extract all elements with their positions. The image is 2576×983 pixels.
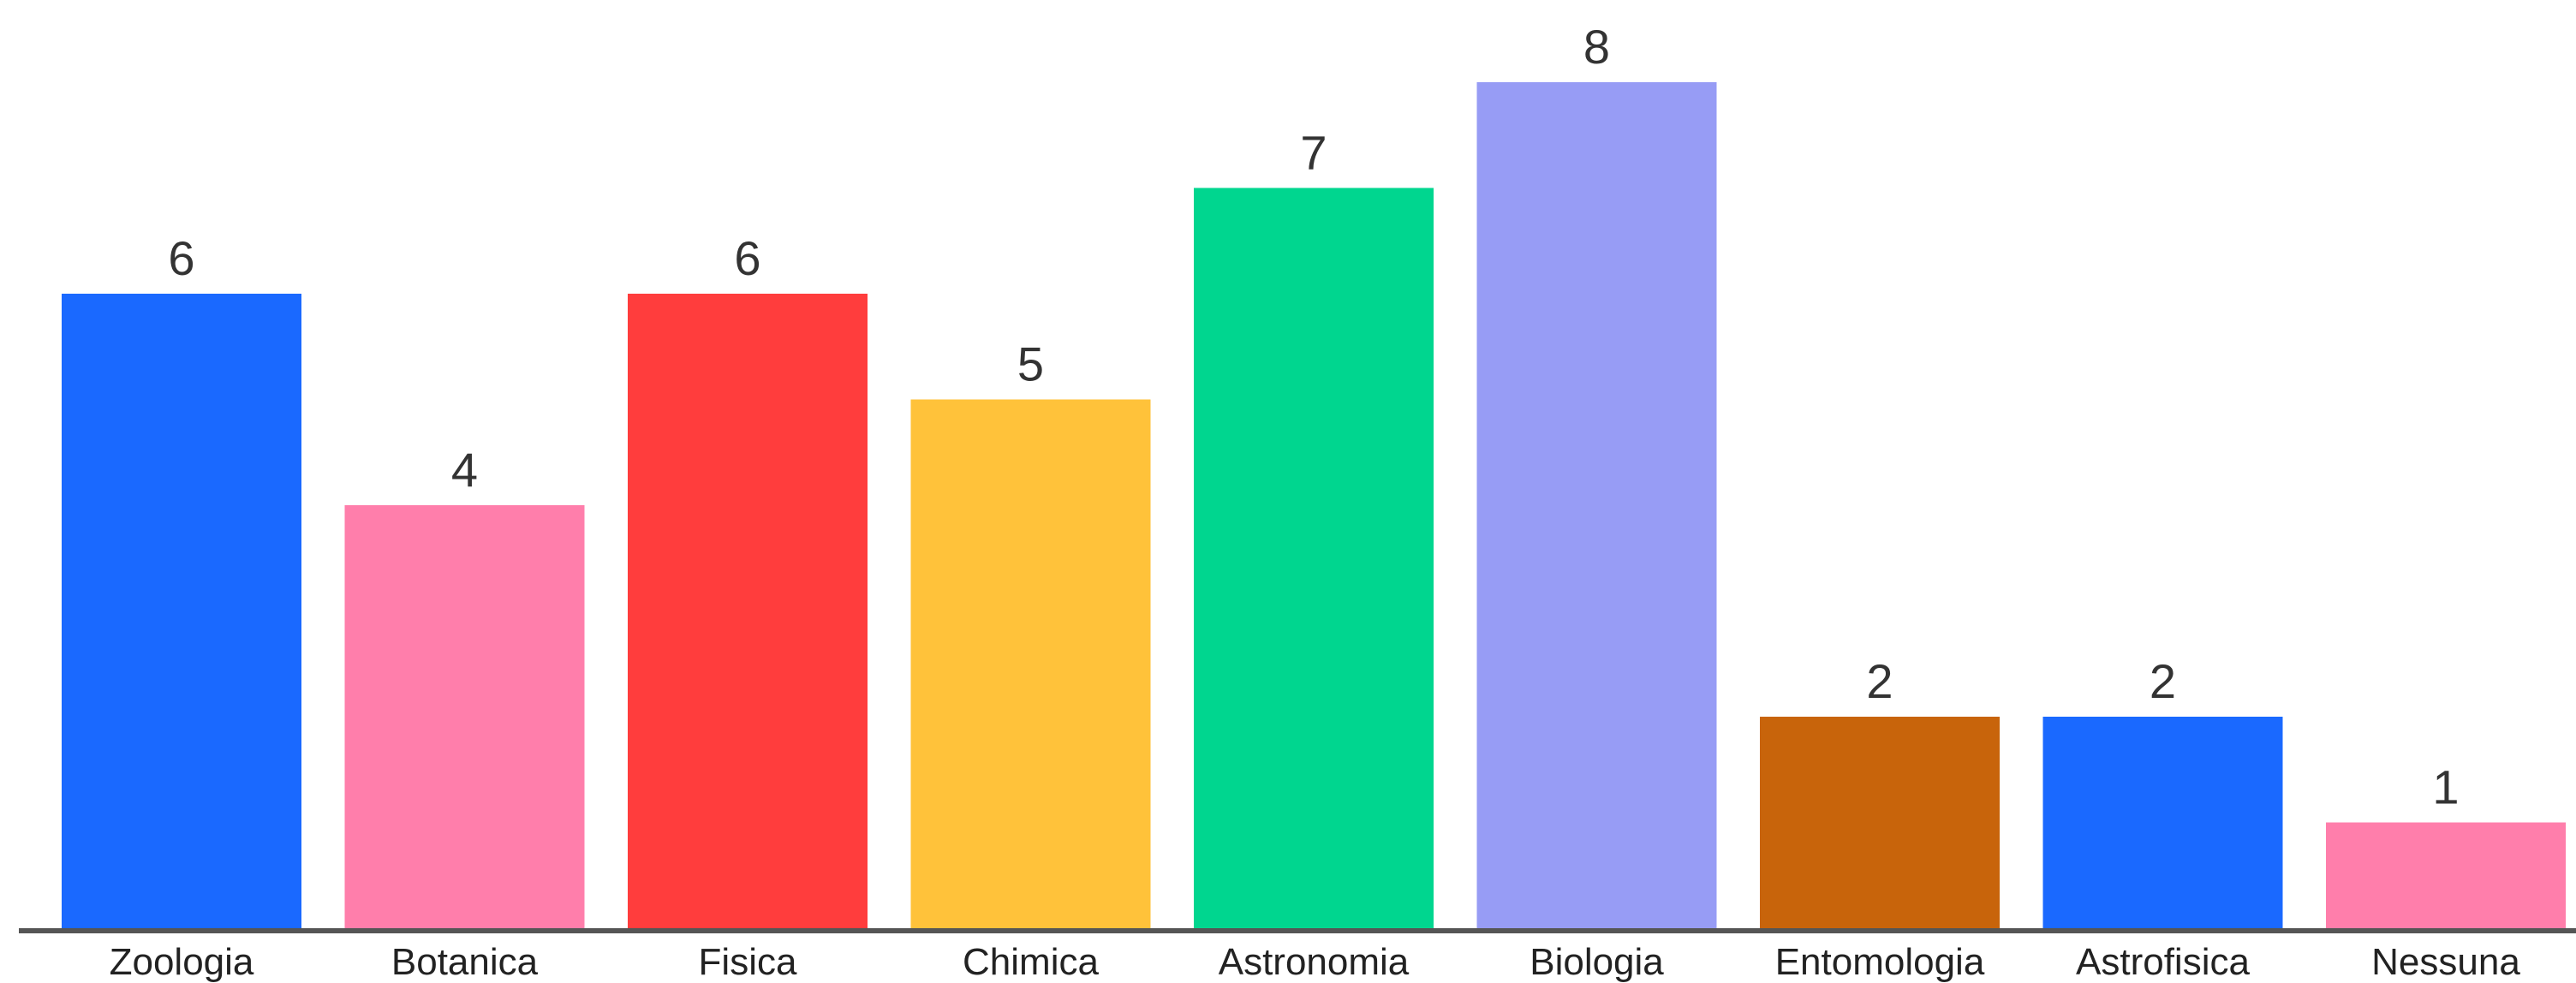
- tick-label-astrofisica: Astrofisica: [2076, 941, 2250, 983]
- tick-label-fisica: Fisica: [699, 941, 797, 983]
- x-tick-labels-group: Zoologia Botanica Fisica Chimica Astronomia B…: [110, 941, 2521, 983]
- bar-botanica: [344, 505, 585, 928]
- bars-group: [62, 82, 2566, 928]
- tick-label-nessuna: Nessuna: [2371, 941, 2520, 983]
- bar-chimica: [910, 399, 1151, 928]
- value-label-astrofisica: 2: [2150, 654, 2176, 708]
- value-labels-group: 6 4 6 5 7 8 2 2 1: [168, 20, 2459, 814]
- value-label-fisica: 6: [734, 231, 760, 285]
- value-label-zoologia: 6: [168, 231, 194, 285]
- value-label-biologia: 8: [1583, 20, 1610, 74]
- tick-label-chimica: Chimica: [963, 941, 1099, 983]
- bar-zoologia: [62, 294, 301, 928]
- value-label-botanica: 4: [451, 443, 478, 497]
- bar-entomologia: [1760, 717, 2000, 928]
- bar-biologia: [1476, 82, 1717, 928]
- bar-nessuna: [2326, 822, 2566, 928]
- value-label-astronomia: 7: [1300, 126, 1327, 180]
- bar-astrofisica: [2042, 717, 2283, 928]
- tick-label-botanica: Botanica: [391, 941, 539, 983]
- tick-label-biologia: Biologia: [1530, 941, 1664, 983]
- tick-label-zoologia: Zoologia: [110, 941, 254, 983]
- tick-label-astronomia: Astronomia: [1219, 941, 1410, 983]
- value-label-entomologia: 2: [1866, 654, 1893, 708]
- tick-label-entomologia: Entomologia: [1775, 941, 1985, 983]
- value-label-chimica: 5: [1017, 337, 1044, 391]
- value-label-nessuna: 1: [2432, 760, 2459, 814]
- bar-fisica: [628, 294, 868, 928]
- bar-astronomia: [1194, 188, 1434, 928]
